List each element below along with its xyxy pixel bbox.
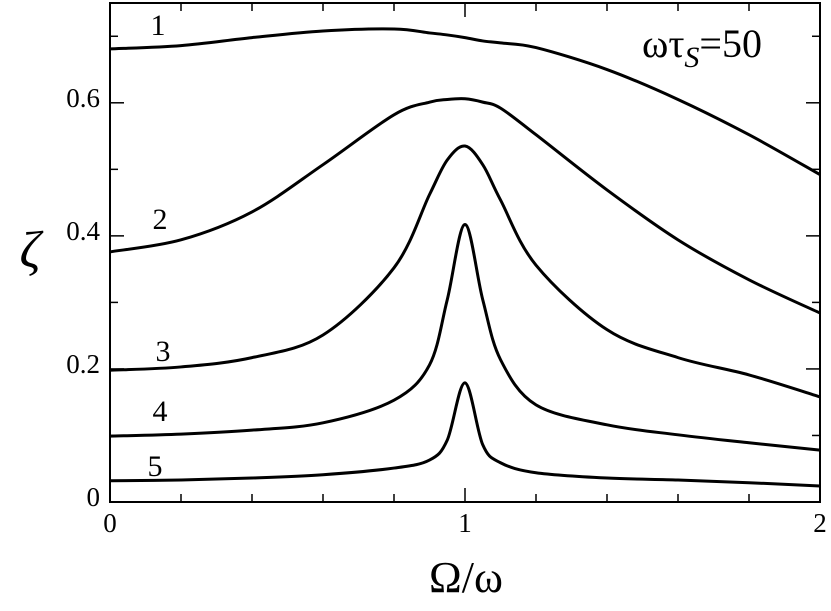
x-tick-label: 2: [813, 508, 827, 538]
annotation: ωτS=50: [642, 21, 762, 74]
curve: [109, 381, 821, 488]
plot-frame: [109, 2, 821, 503]
x-tick-label: 0: [103, 508, 117, 538]
curve-label: 3: [156, 335, 171, 368]
curve-label: 2: [153, 203, 168, 236]
y-axis-label: ζ: [19, 222, 43, 279]
y-tick-label: 0.2: [66, 349, 100, 379]
y-tick-label: 0.6: [66, 83, 100, 113]
annotation-main: ωτ: [642, 21, 684, 66]
annotation-sub: S: [684, 41, 699, 74]
x-axis-label: Ω/ω: [429, 553, 503, 602]
x-tick-label: 1: [458, 508, 472, 538]
curve-label: 5: [148, 450, 163, 483]
y-tick-label: 0: [87, 482, 101, 512]
curve: [109, 27, 821, 176]
curve: [109, 144, 821, 399]
curve: [109, 223, 821, 452]
annotation-tail: =50: [699, 21, 762, 66]
curve: [109, 97, 821, 315]
y-tick-label: 0.4: [66, 216, 100, 246]
curve-label: 4: [153, 395, 168, 428]
curve-label: 1: [151, 9, 166, 42]
